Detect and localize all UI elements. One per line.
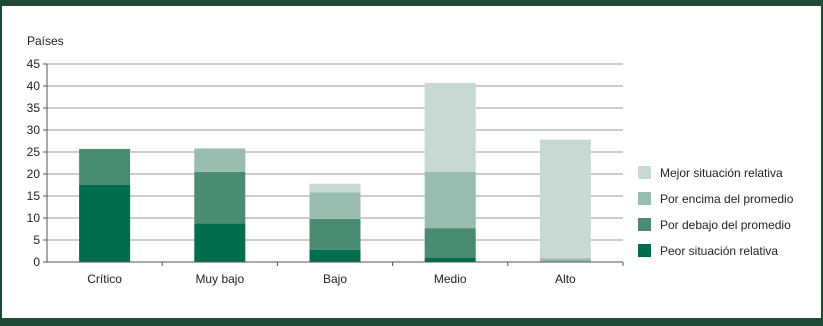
bar-segment <box>79 148 131 185</box>
bar-segment <box>424 257 476 262</box>
legend-label: Mejor situación relativa <box>660 166 783 180</box>
legend-swatch <box>638 244 651 257</box>
x-tick-label: Alto <box>555 272 576 286</box>
legend: Mejor situación relativa Por encima del p… <box>638 166 794 258</box>
x-tick-label: Bajo <box>323 272 347 286</box>
bar-segment <box>539 258 591 262</box>
x-tick-label: Muy bajo <box>195 272 244 286</box>
y-tick-label: 35 <box>27 101 41 115</box>
right-border <box>821 0 823 326</box>
bar-segment <box>309 192 361 219</box>
y-tick-label: 25 <box>27 145 41 159</box>
legend-label: Por debajo del promedio <box>660 218 791 232</box>
legend-swatch <box>638 218 651 231</box>
legend-label: Peor situación relativa <box>660 244 778 258</box>
x-tick-label: Medio <box>434 272 467 286</box>
x-tick-label: Crítico <box>87 272 122 286</box>
bar-segment <box>539 139 591 259</box>
y-tick-label: 20 <box>27 167 41 181</box>
bar-segment <box>424 171 476 229</box>
bar-segment <box>424 228 476 258</box>
bottom-band <box>0 318 823 326</box>
top-band <box>0 0 823 6</box>
bar-segment <box>309 218 361 250</box>
y-tick-label: 15 <box>27 189 41 203</box>
y-tick-label: 45 <box>27 57 41 71</box>
bar-segment <box>424 82 476 172</box>
legend-label: Por encima del promedio <box>660 192 794 206</box>
left-border <box>0 0 2 326</box>
bar-segment <box>309 249 361 262</box>
bars <box>79 82 591 262</box>
y-tick-label: 0 <box>33 255 40 269</box>
legend-swatch <box>638 166 651 179</box>
bar-segment <box>194 223 246 262</box>
axes: 0 5 10 15 20 25 30 35 40 45 Crítico Muy bajo Bajo Med… <box>27 57 624 286</box>
y-tick-label: 5 <box>33 233 40 247</box>
bar-segment <box>194 171 246 224</box>
bar-segment <box>194 148 246 172</box>
bar-segment <box>309 183 361 193</box>
grid-lines <box>47 63 623 241</box>
y-tick-label: 40 <box>27 79 41 93</box>
y-tick-label: 30 <box>27 123 41 137</box>
y-tick-label: 10 <box>27 211 41 225</box>
bar-segment <box>79 185 131 262</box>
y-axis-label: Países <box>27 34 64 48</box>
legend-swatch <box>638 192 651 205</box>
